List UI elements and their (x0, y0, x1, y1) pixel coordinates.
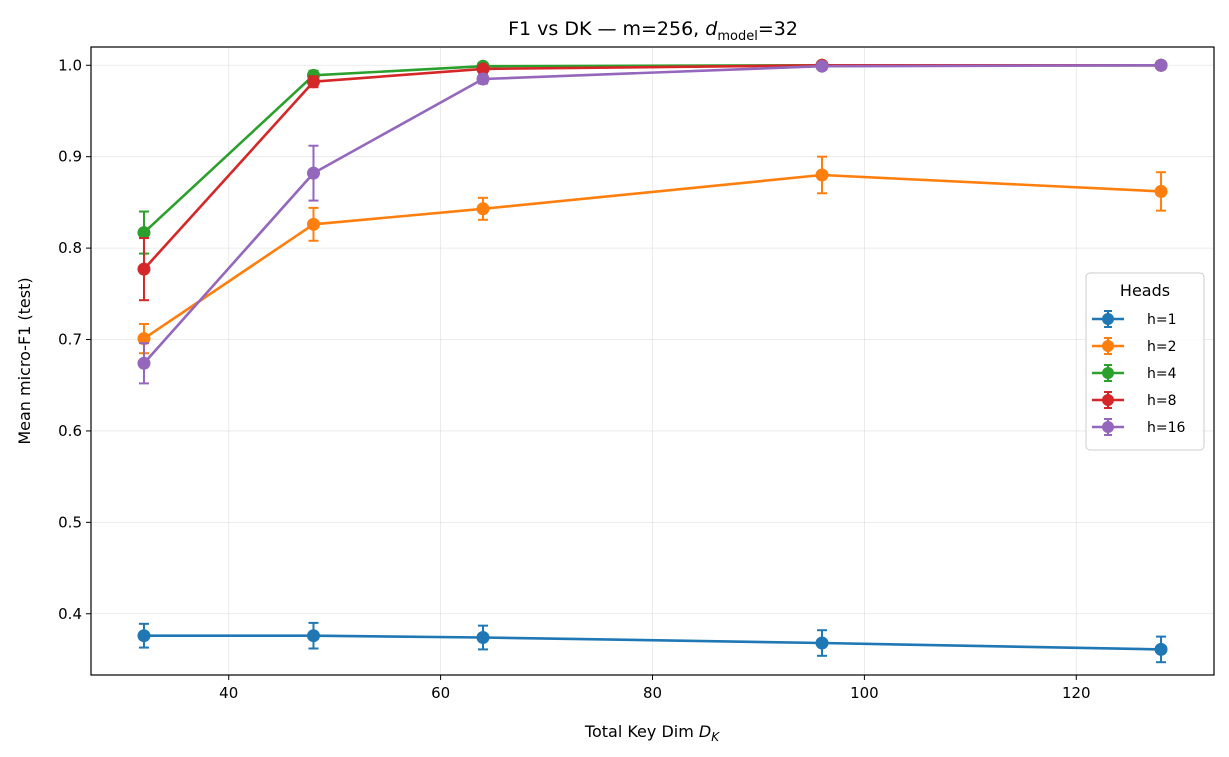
y-tick-label: 0.9 (58, 148, 82, 166)
y-axis-label: Mean micro-F1 (test) (15, 277, 34, 444)
series-layer (137, 58, 1168, 664)
data-point (476, 62, 490, 76)
y-tick-label: 0.6 (58, 422, 82, 440)
data-point (815, 59, 829, 73)
y-tick-label: 0.7 (58, 331, 82, 349)
legend-label: h=16 (1147, 420, 1186, 436)
legend-marker (1102, 340, 1114, 352)
x-tick-label: 40 (219, 684, 238, 702)
data-point (306, 166, 320, 180)
data-point (306, 629, 320, 643)
x-axis-label: Total Key Dim DK (584, 722, 720, 744)
data-point (137, 332, 151, 346)
data-point (476, 72, 490, 86)
series-h-2 (137, 155, 1168, 355)
data-point (815, 168, 829, 182)
data-point (306, 75, 320, 89)
x-tick-label: 120 (1062, 684, 1091, 702)
legend-marker (1102, 394, 1114, 406)
data-point (306, 217, 320, 231)
y-axis-ticks: 0.4 0.5 0.6 0.7 0.8 0.9 1.0 (58, 56, 91, 623)
legend-entries: h=1 h=2 h=4 h=8 h=16 (1092, 310, 1186, 436)
data-point (1154, 184, 1168, 198)
y-tick-label: 1.0 (58, 56, 82, 74)
data-point (137, 262, 151, 276)
data-point (137, 629, 151, 643)
legend-marker (1102, 313, 1114, 325)
x-tick-label: 100 (850, 684, 879, 702)
data-point (815, 636, 829, 650)
data-point (137, 356, 151, 370)
legend-box (1085, 272, 1205, 451)
legend-marker (1102, 421, 1114, 433)
legend-entry: h=1 (1092, 310, 1177, 328)
x-axis-ticks: 40 60 80 100 120 (219, 675, 1091, 702)
legend-entry: h=4 (1092, 364, 1177, 382)
x-tick-label: 80 (643, 684, 662, 702)
legend-marker (1102, 367, 1114, 379)
data-point (137, 226, 151, 240)
y-tick-label: 0.5 (58, 513, 82, 531)
data-point (476, 202, 490, 216)
legend-entry: h=8 (1092, 391, 1177, 409)
y-tick-label: 0.8 (58, 239, 82, 257)
x-tick-label: 60 (431, 684, 450, 702)
legend-title: Heads (1120, 281, 1170, 300)
legend-entry: h=16 (1092, 418, 1186, 436)
series-h-1 (137, 621, 1168, 664)
series-h-16 (137, 58, 1168, 385)
legend-label: h=4 (1147, 366, 1177, 382)
chart-title: F1 vs DK — m=256, dmodel=32 (508, 18, 798, 44)
data-point (1154, 58, 1168, 72)
legend-label: h=2 (1147, 339, 1177, 355)
data-point (1154, 642, 1168, 656)
legend-label: h=1 (1147, 312, 1177, 328)
data-point (476, 631, 490, 645)
y-tick-label: 0.4 (58, 605, 82, 623)
legend: Heads h=1 h=2 h=4 h=8 h=16 (1085, 272, 1205, 451)
legend-entry: h=2 (1092, 337, 1177, 355)
legend-label: h=8 (1147, 393, 1177, 409)
